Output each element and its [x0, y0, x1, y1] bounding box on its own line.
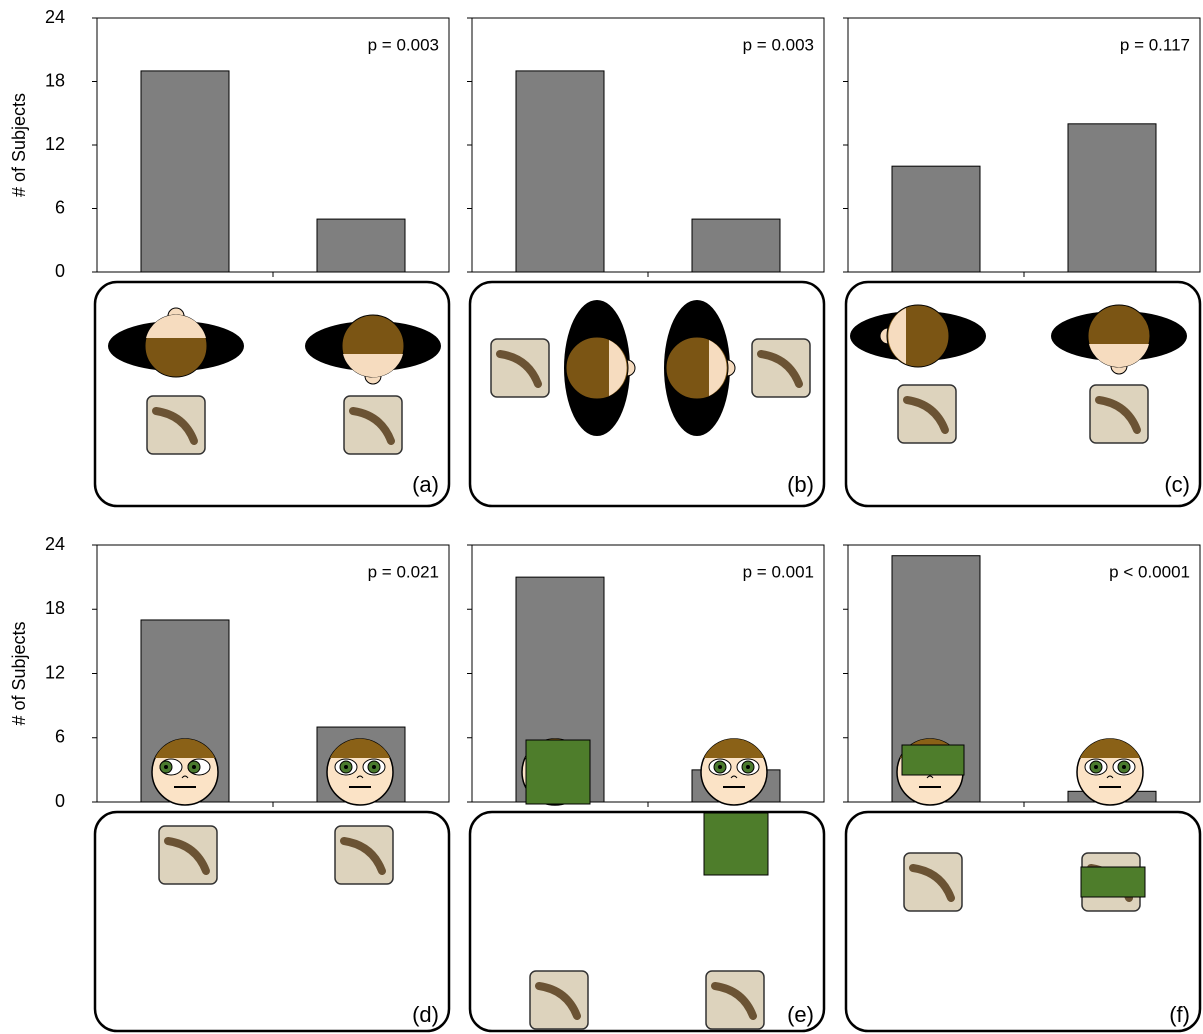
bar	[891, 165, 981, 273]
y-axis-label: # of Subjects	[9, 93, 29, 197]
pupil	[192, 765, 196, 769]
y-tick-label: 18	[45, 70, 65, 90]
y-tick-label: 6	[55, 727, 65, 747]
worm-tile	[334, 825, 394, 885]
bar	[140, 70, 230, 273]
nose	[1106, 775, 1114, 779]
p-value: p = 0.117	[1120, 35, 1190, 54]
y-tick-label: 12	[45, 662, 65, 682]
p-value: p = 0.021	[368, 562, 439, 581]
worm-tile	[705, 970, 765, 1030]
hair	[330, 738, 390, 758]
y-tick-label: 0	[55, 791, 65, 811]
p-value: p < 0.0001	[1109, 562, 1190, 581]
nose	[181, 775, 189, 779]
occluder	[525, 739, 591, 805]
worm-tile	[897, 384, 957, 444]
stimulus-box	[93, 280, 451, 508]
y-tick-label: 0	[55, 261, 65, 281]
face-side	[343, 354, 403, 378]
p-value: p = 0.003	[368, 35, 439, 54]
p-value: p = 0.001	[743, 562, 814, 581]
worm-tile	[751, 338, 811, 398]
face-side	[888, 308, 906, 364]
nose	[926, 775, 934, 779]
y-tick-label: 6	[55, 197, 65, 217]
worm	[757, 350, 803, 388]
panel-label: (e)	[787, 1002, 814, 1027]
pupil	[164, 765, 168, 769]
pupil	[344, 765, 348, 769]
y-tick-label: 24	[45, 7, 65, 27]
y-axis-label: # of Subjects	[9, 621, 29, 725]
y-tick-label: 24	[45, 534, 65, 554]
worm	[535, 982, 581, 1020]
worm-tile	[490, 338, 550, 398]
pupil	[1094, 765, 1098, 769]
worm	[164, 837, 210, 875]
hair	[704, 738, 764, 758]
worm-tile	[146, 395, 206, 455]
stimulus-box	[844, 810, 1202, 1033]
panel-label: (a)	[412, 472, 439, 497]
worm-tile	[529, 970, 589, 1030]
worm-tile	[903, 852, 963, 912]
p-value: p = 0.003	[743, 35, 814, 54]
worm	[340, 837, 386, 875]
worm-tile	[158, 825, 218, 885]
worm	[152, 407, 198, 445]
stimulus-box	[93, 810, 451, 1033]
pupil	[1122, 765, 1126, 769]
bar	[1067, 123, 1157, 273]
nose	[730, 775, 738, 779]
stimulus-box	[468, 280, 826, 508]
nose	[356, 775, 364, 779]
stimulus-box	[468, 810, 826, 1033]
bar	[515, 70, 605, 273]
pupil	[718, 765, 722, 769]
worm	[1095, 396, 1141, 434]
pupil	[746, 765, 750, 769]
face-side	[1089, 344, 1149, 368]
worm	[349, 407, 395, 445]
face-side	[146, 314, 206, 338]
worm	[711, 982, 757, 1020]
occluder	[703, 812, 769, 876]
panel-label: (c)	[1164, 472, 1190, 497]
y-tick-label: 18	[45, 598, 65, 618]
bar	[691, 218, 781, 273]
y-tick-label: 12	[45, 134, 65, 154]
occluder	[1080, 866, 1146, 898]
worm-tile	[1089, 384, 1149, 444]
face-side	[709, 340, 727, 396]
worm-tile	[343, 395, 403, 455]
worm	[903, 396, 949, 434]
hair	[155, 738, 215, 758]
panel-label: (f)	[1169, 1002, 1190, 1027]
bar	[316, 218, 406, 273]
panel-label: (d)	[412, 1002, 439, 1027]
worm	[909, 864, 955, 902]
worm	[496, 350, 542, 388]
face-side	[609, 340, 627, 396]
hair	[1080, 738, 1140, 758]
panel-label: (b)	[787, 472, 814, 497]
pupil	[372, 765, 376, 769]
occluder	[901, 744, 965, 776]
